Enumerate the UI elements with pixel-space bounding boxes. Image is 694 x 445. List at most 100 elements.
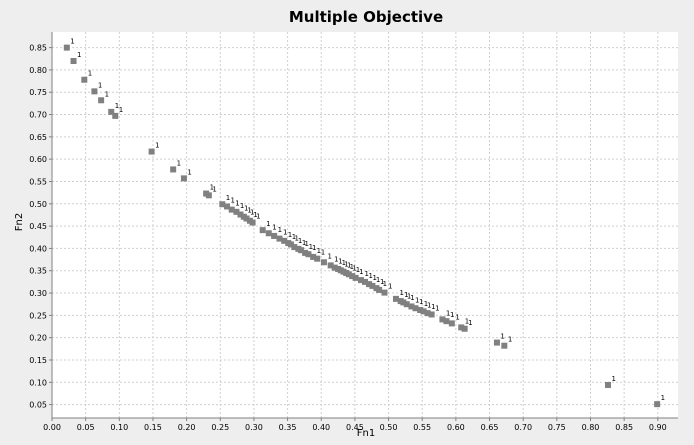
data-point-label: 1 [435, 304, 439, 312]
data-point [327, 262, 334, 269]
x-axis-label: Fn1 [357, 428, 375, 439]
data-point-label: 1 [278, 226, 282, 234]
data-point [381, 289, 388, 296]
data-point-label: 1 [321, 249, 325, 257]
data-point-label: 1 [407, 292, 411, 300]
data-point-label: 1 [359, 268, 363, 276]
data-point-label: 1 [253, 211, 257, 219]
data-point-label: 1 [334, 255, 338, 263]
data-point-label: 1 [312, 244, 316, 252]
data-point [403, 301, 410, 308]
data-point-label: 1 [338, 258, 342, 266]
data-point-label: 1 [305, 240, 309, 248]
data-point-label: 1 [177, 159, 181, 167]
x-tick-label: 0.20 [178, 423, 196, 432]
data-point [148, 148, 155, 155]
data-point [259, 227, 266, 234]
plot-area [52, 32, 678, 418]
x-tick-label: 0.10 [110, 423, 128, 432]
data-point-label: 1 [98, 81, 102, 89]
data-point-label: 1 [352, 264, 356, 272]
data-point [63, 44, 70, 51]
data-point [243, 215, 250, 222]
data-point [310, 253, 317, 260]
data-point [98, 97, 105, 104]
y-tick-label: 0.75 [29, 88, 47, 97]
data-point-label: 1 [427, 301, 431, 309]
x-tick-label: 0.55 [413, 423, 431, 432]
data-point [228, 206, 235, 213]
data-point [314, 255, 321, 262]
data-point [271, 232, 278, 239]
data-point [376, 286, 383, 293]
data-point [320, 259, 327, 266]
data-point-label: 1 [404, 291, 408, 299]
data-point [357, 277, 364, 284]
x-tick-label: 0.80 [582, 423, 600, 432]
data-point-label: 1 [369, 272, 373, 280]
data-point-label: 1 [373, 274, 377, 282]
data-point [412, 305, 419, 312]
chart-title: Multiple Objective [289, 8, 443, 26]
data-point [237, 211, 244, 218]
data-point [287, 241, 294, 248]
data-point-label: 1 [283, 229, 287, 237]
data-point [654, 401, 661, 408]
data-point [362, 278, 368, 285]
data-point [224, 203, 231, 210]
data-point-label: 1 [155, 142, 159, 150]
x-tick-label: 0.70 [514, 423, 532, 432]
data-point-label: 1 [288, 231, 292, 239]
x-tick-label: 0.05 [77, 423, 95, 432]
data-point [443, 318, 450, 325]
data-point [448, 320, 455, 327]
data-point [265, 230, 272, 237]
data-point-label: 1 [383, 280, 387, 288]
data-point [91, 88, 98, 95]
data-point [458, 324, 465, 331]
data-point [233, 208, 240, 215]
y-tick-label: 0.70 [29, 111, 47, 120]
data-point-label: 1 [115, 102, 119, 110]
data-point [219, 201, 226, 208]
data-point-label: 1 [212, 185, 216, 193]
data-point [424, 310, 431, 317]
y-tick-label: 0.40 [29, 244, 47, 253]
data-point [349, 273, 356, 280]
y-tick-label: 0.65 [29, 133, 47, 142]
data-point-label: 1 [508, 336, 512, 344]
x-tick-label: 0.15 [144, 423, 162, 432]
data-point [493, 339, 500, 346]
data-point-label: 1 [415, 296, 419, 304]
data-point-label: 1 [468, 319, 472, 327]
data-point-label: 1 [424, 300, 428, 308]
data-point [180, 175, 187, 182]
x-tick-label: 0.35 [279, 423, 297, 432]
data-point [298, 247, 305, 254]
y-axis-label: Fn2 [14, 213, 25, 231]
data-point-label: 1 [342, 259, 346, 267]
data-point-label: 1 [235, 200, 239, 208]
data-point-label: 1 [250, 209, 254, 217]
data-point [331, 264, 338, 271]
data-point [276, 235, 283, 242]
data-point-label: 1 [431, 303, 435, 311]
data-point-label: 1 [256, 213, 260, 221]
data-point [352, 274, 359, 281]
y-tick-label: 0.45 [29, 222, 47, 231]
data-point [170, 166, 177, 173]
data-point-label: 1 [294, 234, 298, 242]
data-point [439, 316, 446, 323]
data-point-label: 1 [376, 276, 380, 284]
data-point-label: 1 [327, 252, 331, 260]
x-tick-label: 0.50 [380, 423, 398, 432]
data-point-label: 1 [380, 278, 384, 286]
data-point [461, 325, 468, 332]
y-tick-label: 0.80 [29, 66, 47, 75]
data-point-label: 1 [298, 237, 302, 245]
data-point [417, 307, 424, 314]
y-tick-label: 0.20 [29, 334, 47, 343]
x-tick-label: 0.40 [312, 423, 330, 432]
